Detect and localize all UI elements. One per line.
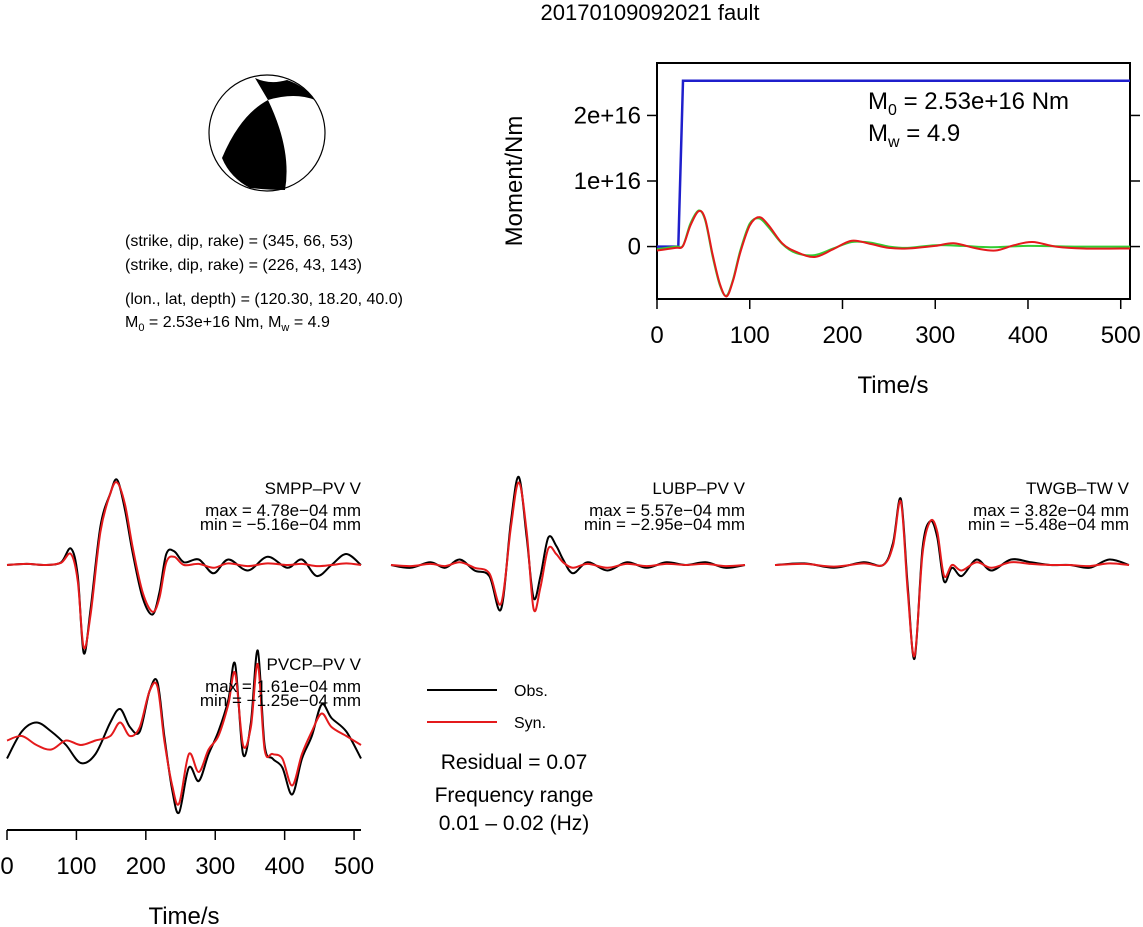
beachball-compressional-quadrant-upper [255,78,315,100]
waveform-xtick-label: 400 [265,853,305,880]
beachball [208,74,326,192]
waveform-xtick-label: 0 [0,853,13,880]
station-max: max = 5.57e−04 mm [589,501,745,520]
moment-xtick-label: 0 [650,322,663,349]
moment-ytick-label: 0 [628,234,641,261]
moment-ytick-label: 2e+16 [574,102,641,129]
source-info: (strike, dip, rake) = (345, 66, 53) (str… [125,233,403,334]
nodal-plane-2: (strike, dip, rake) = (226, 43, 143) [125,257,362,274]
observed-waveform [6,649,362,815]
waveform-xtick-label: 200 [126,853,166,880]
figure-title: 20170109092021 fault [541,0,760,25]
moment-xtick-label: 200 [822,322,862,349]
beachball-compressional-quadrant-lower [222,100,287,190]
waveform-xtick-label: 300 [195,853,235,880]
legend-obs-label: Obs. [514,683,548,700]
legend: Obs. Syn. Residual = 0.07 Frequency rang… [427,683,593,835]
waveform-xtick-label: 500 [334,853,374,880]
waveform-x-axis: 0 100 200 300 400 500 [0,829,374,880]
moment-y-ticks: 0 1e+16 2e+16 [574,102,1140,261]
nodal-plane-1: (strike, dip, rake) = (345, 66, 53) [125,233,353,250]
location-depth: (lon., lat, depth) = (120.30, 18.20, 40.… [125,291,403,308]
moment-step-series [657,79,1130,248]
synthetic-waveform [6,662,362,806]
station-min: min = −2.95e−04 mm [584,515,745,534]
station-max: max = 4.78e−04 mm [205,501,361,520]
station-min: min = −5.48e−04 mm [968,515,1129,534]
moment-xlabel: Time/s [857,372,928,399]
synthetic-waveform [774,500,1130,658]
frequency-range-label: Frequency range [435,784,594,807]
station-name: TWGB–TW V [1026,479,1130,498]
moment-xtick-label: 100 [730,322,770,349]
waveform-xlabel: Time/s [148,903,219,927]
station-max: max = 3.82e−04 mm [973,501,1129,520]
moment-plot: 0 1e+16 2e+16 0 100 200 300 400 500 Moment/Nm T… [501,62,1141,399]
moment-series [656,79,1131,298]
moment-m0-annotation: M0 = 2.53e+16 Nm [868,88,1069,119]
station-min: min = −1.25e−04 mm [200,691,361,710]
station-name: SMPP–PV V [265,479,362,498]
moment-rate-green-series [656,209,1131,297]
moment-x-ticks: 0 100 200 300 400 500 [650,299,1141,349]
moment-ylabel: Moment/Nm [501,116,528,247]
moment-xtick-label: 300 [915,322,955,349]
moment-mw-annotation: Mw = 4.9 [868,120,960,151]
station-min: min = −5.16e−04 mm [200,515,361,534]
residual-text: Residual = 0.07 [441,751,588,774]
station-name: LUBP–PV V [652,479,745,498]
moment-ytick-label: 1e+16 [574,168,641,195]
moment-rate-red-series [656,209,1131,298]
moment-magnitude-info: M0 = 2.53e+16 Nm, Mw = 4.9 [125,314,330,334]
legend-syn-label: Syn. [514,715,546,732]
moment-xtick-label: 400 [1008,322,1048,349]
moment-xtick-label: 500 [1101,322,1141,349]
waveform-xtick-label: 100 [56,853,96,880]
frequency-range-value: 0.01 – 0.02 (Hz) [439,812,590,835]
observed-waveform [390,475,746,612]
station-name: PVCP–PV V [267,655,362,674]
synthetic-waveform [390,481,746,613]
station-max: max = 1.61e−04 mm [205,677,361,696]
synthetic-waveform [6,481,362,650]
